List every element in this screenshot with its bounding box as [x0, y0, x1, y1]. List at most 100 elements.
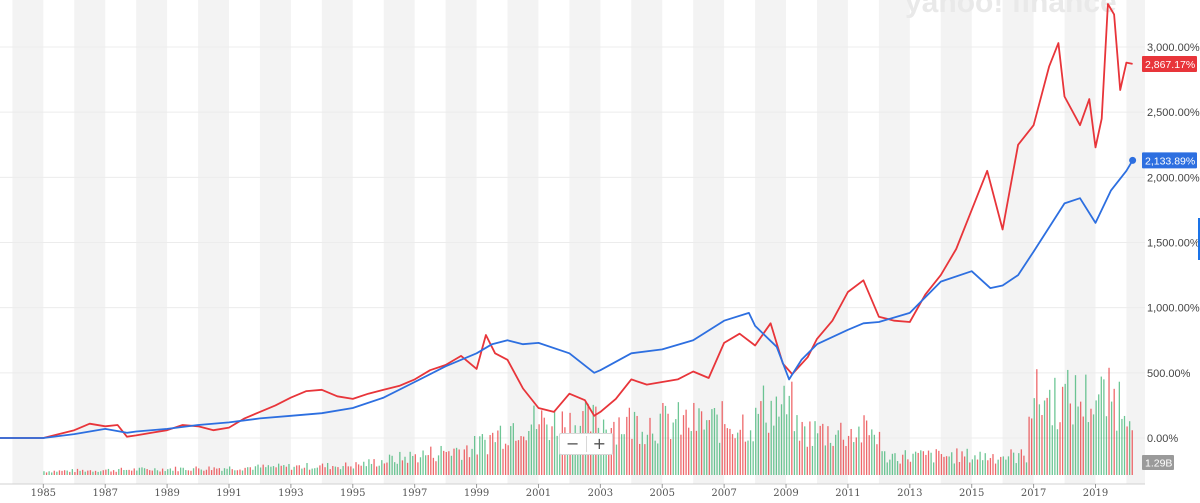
volume-bar [448, 451, 450, 475]
volume-bar [551, 426, 553, 475]
volume-bar [613, 421, 615, 475]
volume-bar [164, 471, 166, 475]
volume-bar [522, 436, 525, 475]
volume-bar [685, 409, 687, 475]
volume-bar [319, 465, 321, 475]
volume-bar [623, 434, 625, 475]
volume-bar [842, 439, 845, 475]
x-tick-label: 1995 [340, 488, 365, 499]
volume-bar [342, 466, 344, 475]
volume-bar [463, 449, 465, 475]
volume-bar [566, 444, 569, 475]
volume-bar [646, 434, 649, 475]
volume-bar [249, 467, 251, 475]
volume-bar [118, 469, 120, 475]
volume-bar [788, 395, 790, 475]
volume-bar [1082, 416, 1084, 475]
volume-bar [739, 429, 741, 475]
badge-label: 2,867.17% [1145, 59, 1195, 71]
volume-bar [1012, 452, 1015, 475]
volume-bar [863, 415, 865, 475]
volume-bar [120, 467, 122, 475]
volume-bar [1110, 401, 1113, 475]
volume-bar [296, 465, 298, 475]
volume-bar [749, 430, 752, 475]
volume-bar [618, 417, 620, 475]
volume-bar [337, 467, 339, 475]
volume-bar [940, 454, 943, 475]
volume-bar [976, 459, 979, 475]
volume-bar [76, 468, 79, 475]
volume-bar [987, 460, 989, 475]
volume-bar [824, 445, 827, 475]
volume-bar [688, 427, 690, 475]
volume-bar [277, 463, 280, 475]
volume-bar [659, 413, 661, 475]
volume-bar [963, 456, 966, 475]
volume-bar [239, 469, 241, 475]
volume-bar [902, 454, 904, 475]
volume-bar [1010, 449, 1012, 475]
volume-bar [94, 470, 97, 475]
volume-bar [798, 440, 801, 475]
volume-bar [925, 454, 927, 475]
volume-bar [154, 468, 156, 475]
volume-bar [755, 407, 757, 475]
volume-bar [819, 425, 821, 475]
y-tick-label: 2,500.00% [1147, 107, 1200, 119]
volume-bar [247, 467, 249, 475]
volume-bar [432, 457, 435, 475]
volume-bar [1041, 415, 1043, 475]
volume-bar [234, 470, 236, 475]
volume-bar [422, 450, 424, 475]
volume-bar [350, 466, 352, 475]
volume-bar [293, 466, 295, 475]
volume-bar [1025, 462, 1028, 475]
volume-bar [427, 455, 429, 475]
volume-bar [793, 431, 796, 475]
volume-bar [440, 445, 442, 475]
y-tick-label: 3,000.00% [1147, 42, 1200, 54]
volume-bar [110, 471, 112, 475]
volume-bar [262, 464, 264, 475]
volume-bar [1095, 400, 1097, 475]
volume-bar [1085, 374, 1087, 475]
volume-bar [61, 470, 63, 475]
volume-bar [899, 463, 901, 475]
zoom-out-button[interactable]: − [566, 434, 580, 453]
volume-bar [66, 470, 68, 475]
volume-bar [677, 402, 680, 475]
zoom-in-button[interactable]: + [592, 434, 606, 453]
x-tick-label: 2007 [711, 488, 736, 499]
volume-bar [742, 414, 744, 475]
volume-bar [1105, 416, 1108, 475]
volume-bar [1126, 426, 1128, 475]
volume-bar [1038, 404, 1041, 475]
volume-bar [210, 470, 213, 475]
x-tick-label: 2005 [650, 488, 675, 499]
volume-bar [1059, 422, 1061, 475]
volume-bar [786, 414, 788, 475]
volume-bar [847, 435, 850, 475]
volume-bar [1108, 367, 1110, 475]
scroll-marker[interactable] [1198, 218, 1200, 260]
volume-bar [1046, 397, 1048, 475]
volume-bar [791, 381, 793, 475]
volume-bar [628, 407, 631, 475]
volume-bar [806, 446, 808, 475]
volume-bar [267, 465, 269, 475]
volume-bar [535, 429, 538, 475]
volume-bar [486, 454, 489, 475]
volume-bar [252, 469, 254, 475]
volume-bar [1123, 415, 1126, 475]
volume-bar [301, 468, 303, 475]
volume-bar [1077, 406, 1079, 475]
volume-bar [355, 462, 357, 475]
volume-bar [1129, 421, 1131, 475]
volume-bar [231, 469, 233, 475]
volume-bar [321, 463, 324, 475]
volume-bar [378, 465, 380, 475]
volume-bar [499, 425, 502, 475]
volume-bar [530, 424, 533, 475]
